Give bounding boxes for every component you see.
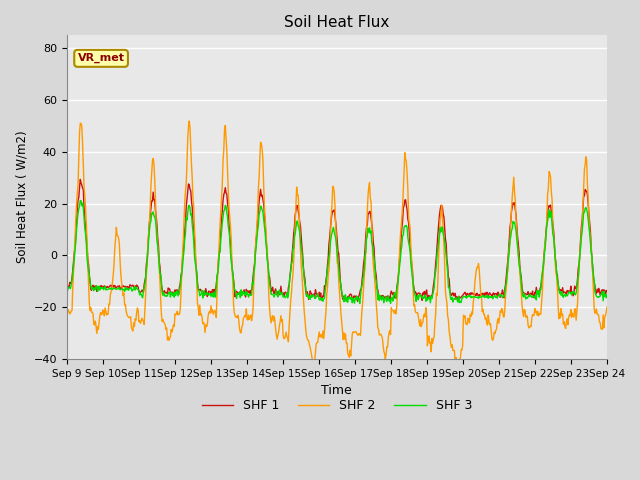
SHF 2 (419, 320, 427, 325)
SHF 2 (128, 326, 136, 332)
SHF 1 (212, 282, 220, 288)
SHF 3 (420, 295, 428, 301)
SHF 1 (73, 220, 81, 226)
Line: SHF 1: SHF 1 (67, 180, 607, 301)
SHF 1 (63, 284, 70, 290)
SHF 2 (186, 118, 193, 124)
SHF 2 (603, 304, 611, 310)
Y-axis label: Soil Heat Flux ( W/m2): Soil Heat Flux ( W/m2) (15, 131, 28, 264)
SHF 2 (183, 160, 191, 166)
SHF 1 (129, 282, 137, 288)
Line: SHF 2: SHF 2 (67, 121, 607, 376)
SHF 3 (356, 300, 364, 306)
Title: Soil Heat Flux: Soil Heat Flux (284, 15, 390, 30)
SHF 3 (212, 282, 220, 288)
SHF 3 (404, 235, 412, 240)
Line: SHF 3: SHF 3 (67, 201, 607, 303)
SHF 3 (73, 228, 81, 233)
SHF 1 (76, 177, 84, 182)
SHF 3 (184, 210, 191, 216)
SHF 1 (603, 288, 611, 294)
SHF 2 (73, 202, 81, 207)
SHF 3 (129, 287, 137, 293)
Text: VR_met: VR_met (77, 53, 125, 63)
X-axis label: Time: Time (321, 384, 352, 397)
SHF 2 (63, 307, 70, 313)
Legend: SHF 1, SHF 2, SHF 3: SHF 1, SHF 2, SHF 3 (196, 395, 477, 418)
SHF 1 (354, 299, 362, 304)
SHF 2 (403, 170, 411, 176)
SHF 2 (212, 315, 220, 321)
SHF 1 (184, 188, 191, 194)
SHF 3 (63, 285, 70, 290)
SHF 2 (454, 373, 462, 379)
SHF 1 (404, 216, 412, 222)
SHF 1 (420, 291, 428, 297)
SHF 3 (603, 292, 611, 298)
SHF 3 (76, 198, 84, 204)
